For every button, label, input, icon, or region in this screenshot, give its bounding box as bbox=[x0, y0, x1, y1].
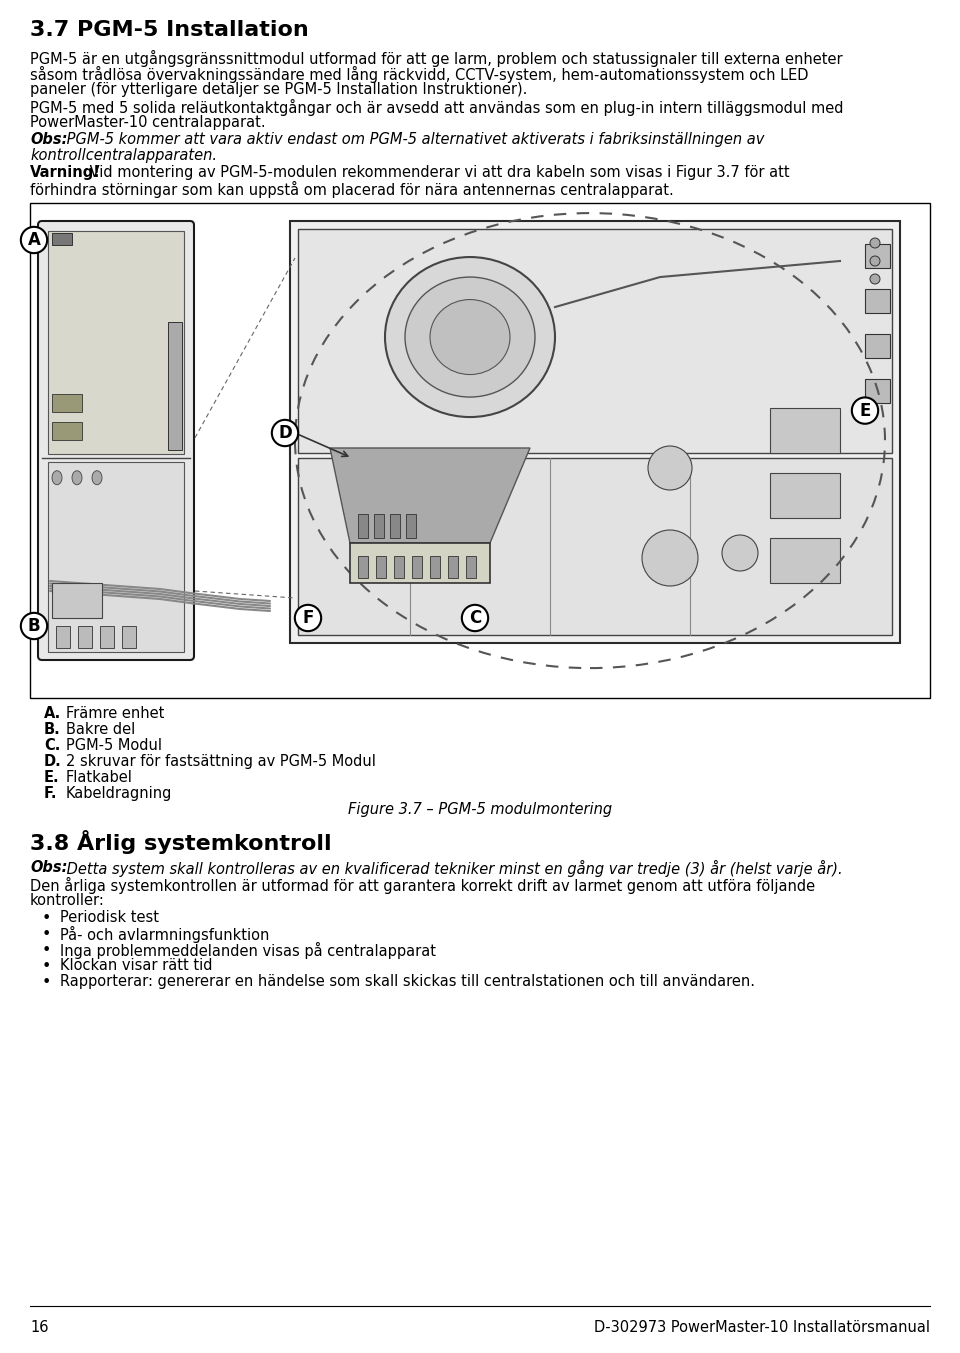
Bar bbox=[770, 409, 840, 453]
Bar bbox=[406, 514, 416, 538]
Text: PGM-5 är en utgångsgränssnittmodul utformad för att ge larm, problem och statuss: PGM-5 är en utgångsgränssnittmodul utfor… bbox=[30, 50, 843, 68]
Bar bbox=[770, 538, 840, 583]
Bar bbox=[865, 379, 890, 403]
Text: PGM-5 Modul: PGM-5 Modul bbox=[66, 737, 162, 754]
Text: förhindra störningar som kan uppstå om placerad för nära antennernas centralappa: förhindra störningar som kan uppstå om p… bbox=[30, 181, 674, 198]
Bar bbox=[52, 422, 82, 440]
Text: 16: 16 bbox=[30, 1321, 49, 1335]
Bar bbox=[865, 334, 890, 359]
Bar bbox=[298, 457, 892, 635]
Text: Periodisk test: Periodisk test bbox=[60, 911, 159, 925]
Text: Klockan visar rätt tid: Klockan visar rätt tid bbox=[60, 958, 212, 973]
Bar bbox=[350, 543, 490, 583]
Text: A: A bbox=[28, 231, 40, 249]
Text: Inga problemmeddelanden visas på centralapparat: Inga problemmeddelanden visas på central… bbox=[60, 942, 436, 959]
Bar bbox=[290, 221, 900, 643]
Bar bbox=[298, 229, 892, 453]
Circle shape bbox=[722, 534, 758, 571]
Text: Figure 3.7 – PGM-5 modulmontering: Figure 3.7 – PGM-5 modulmontering bbox=[348, 802, 612, 817]
Text: PGM-5 med 5 solida reläutkontaktgångar och är avsedd att användas som en plug-in: PGM-5 med 5 solida reläutkontaktgångar o… bbox=[30, 99, 844, 116]
Bar bbox=[448, 556, 458, 578]
Ellipse shape bbox=[430, 299, 510, 375]
Bar bbox=[52, 583, 102, 618]
Text: 2 skruvar för fastsättning av PGM-5 Modul: 2 skruvar för fastsättning av PGM-5 Modu… bbox=[66, 754, 376, 769]
Text: Obs:: Obs: bbox=[30, 133, 67, 147]
Ellipse shape bbox=[92, 471, 102, 484]
Bar bbox=[374, 514, 384, 538]
Bar bbox=[52, 394, 82, 411]
Bar bbox=[358, 556, 368, 578]
Text: A.: A. bbox=[44, 706, 61, 721]
Bar bbox=[358, 514, 368, 538]
Text: Rapporterar: genererar en händelse som skall skickas till centralstationen och t: Rapporterar: genererar en händelse som s… bbox=[60, 974, 755, 989]
Circle shape bbox=[870, 275, 880, 284]
Ellipse shape bbox=[72, 471, 82, 484]
Text: 3.7 PGM-5 Installation: 3.7 PGM-5 Installation bbox=[30, 20, 309, 41]
Bar bbox=[865, 244, 890, 268]
Circle shape bbox=[648, 446, 692, 490]
Text: Flatkabel: Flatkabel bbox=[66, 770, 132, 785]
Text: •: • bbox=[42, 927, 52, 942]
Polygon shape bbox=[330, 448, 530, 543]
Text: •: • bbox=[42, 911, 52, 925]
Circle shape bbox=[642, 530, 698, 586]
Text: Bakre del: Bakre del bbox=[66, 723, 135, 737]
Ellipse shape bbox=[385, 257, 555, 417]
Text: Detta system skall kontrolleras av en kvalificerad tekniker minst en gång var tr: Detta system skall kontrolleras av en kv… bbox=[62, 861, 843, 877]
Text: Kabeldragning: Kabeldragning bbox=[66, 786, 173, 801]
Circle shape bbox=[870, 256, 880, 267]
Bar bbox=[394, 556, 404, 578]
Text: Främre enhet: Främre enhet bbox=[66, 706, 164, 721]
Text: F: F bbox=[302, 609, 314, 626]
Bar bbox=[430, 556, 440, 578]
Bar bbox=[100, 626, 114, 648]
Bar bbox=[52, 233, 72, 245]
Text: D: D bbox=[278, 423, 292, 442]
Bar bbox=[122, 626, 136, 648]
Bar bbox=[412, 556, 422, 578]
Ellipse shape bbox=[52, 471, 62, 484]
Bar bbox=[865, 290, 890, 313]
Text: •: • bbox=[42, 943, 52, 958]
Text: D.: D. bbox=[44, 754, 61, 769]
Text: F.: F. bbox=[44, 786, 58, 801]
Text: paneler (för ytterligare detaljer se PGM-5 Installation Instruktioner).: paneler (för ytterligare detaljer se PGM… bbox=[30, 83, 527, 97]
Text: PGM-5 kommer att vara aktiv endast om PGM-5 alternativet aktiverats i fabriksins: PGM-5 kommer att vara aktiv endast om PG… bbox=[62, 133, 764, 147]
Text: kontroller:: kontroller: bbox=[30, 893, 105, 908]
Bar bbox=[78, 626, 92, 648]
Text: C.: C. bbox=[44, 737, 60, 754]
Text: På- och avlarmningsfunktion: På- och avlarmningsfunktion bbox=[60, 925, 270, 943]
Circle shape bbox=[870, 238, 880, 248]
Text: PowerMaster-10 centralapparat.: PowerMaster-10 centralapparat. bbox=[30, 115, 266, 130]
Bar bbox=[770, 474, 840, 518]
Text: Obs:: Obs: bbox=[30, 861, 67, 875]
Text: såsom trådlösa övervakningssändare med lång räckvidd, CCTV-system, hem-automatio: såsom trådlösa övervakningssändare med l… bbox=[30, 66, 808, 83]
Text: B.: B. bbox=[44, 723, 60, 737]
Bar bbox=[466, 556, 476, 578]
Text: •: • bbox=[42, 976, 52, 990]
Text: Varning!: Varning! bbox=[30, 165, 101, 180]
Bar bbox=[390, 514, 400, 538]
Bar bbox=[48, 231, 184, 453]
Text: B: B bbox=[28, 617, 40, 635]
Text: E: E bbox=[859, 402, 871, 419]
Bar bbox=[56, 626, 70, 648]
Bar bbox=[30, 203, 930, 698]
Text: Vid montering av PGM-5-modulen rekommenderar vi att dra kabeln som visas i Figur: Vid montering av PGM-5-modulen rekommend… bbox=[85, 165, 790, 180]
Ellipse shape bbox=[405, 277, 535, 396]
FancyBboxPatch shape bbox=[38, 221, 194, 660]
Text: D-302973 PowerMaster-10 Installatörsmanual: D-302973 PowerMaster-10 Installatörsmanu… bbox=[594, 1321, 930, 1335]
Text: Den årliga systemkontrollen är utformad för att garantera korrekt drift av larme: Den årliga systemkontrollen är utformad … bbox=[30, 877, 815, 894]
Text: 3.8 Årlig systemkontroll: 3.8 Årlig systemkontroll bbox=[30, 829, 331, 854]
Bar bbox=[168, 322, 182, 449]
Bar bbox=[376, 556, 386, 578]
Bar bbox=[48, 461, 184, 652]
Text: kontrollcentralapparaten.: kontrollcentralapparaten. bbox=[30, 147, 217, 162]
Text: •: • bbox=[42, 959, 52, 974]
Text: C: C bbox=[468, 609, 481, 626]
Text: E.: E. bbox=[44, 770, 60, 785]
